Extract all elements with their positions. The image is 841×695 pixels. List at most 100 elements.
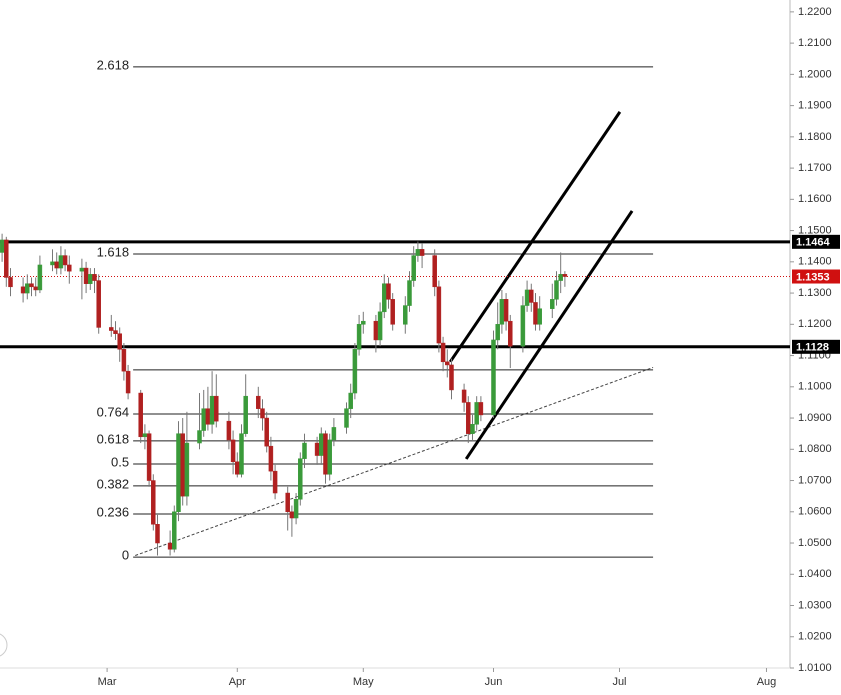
y-tick-label: 1.1400: [798, 256, 832, 268]
candle-body: [508, 320, 513, 347]
candle-body: [390, 299, 395, 325]
candle-body: [214, 395, 219, 422]
candle-body: [323, 433, 328, 475]
x-tick-label: Jun: [485, 676, 503, 688]
y-tick-label: 1.1800: [798, 131, 832, 143]
candle-body: [172, 511, 177, 550]
fib-label: 0.5: [111, 454, 129, 469]
candle-body: [533, 302, 538, 325]
candle-body: [180, 433, 185, 497]
fib-label: 0.382: [97, 476, 130, 491]
candle-body: [155, 524, 160, 544]
candle-body: [440, 342, 446, 363]
candle-body: [419, 249, 425, 256]
candle-body: [466, 402, 471, 434]
candle-body: [109, 327, 114, 331]
candle-body: [117, 333, 122, 350]
y-tick-label: 1.0500: [798, 537, 832, 549]
candle-body: [146, 433, 152, 481]
candle-body: [382, 283, 387, 313]
candle-body: [142, 433, 148, 438]
candle-body: [411, 255, 416, 281]
candle-body: [386, 283, 391, 300]
candle-body: [125, 370, 131, 394]
candle-body: [37, 264, 43, 291]
candle-body: [50, 261, 55, 266]
candle-body: [239, 433, 244, 475]
candle-body: [256, 395, 261, 409]
candle-body: [499, 299, 505, 325]
level-label: 1.1128: [796, 342, 829, 354]
candle-body: [20, 286, 26, 294]
y-tick-label: 1.0400: [798, 568, 832, 580]
candle-body: [289, 511, 295, 519]
candle-body: [151, 480, 156, 525]
candle-body: [474, 402, 479, 425]
candle-body: [226, 420, 232, 441]
x-tick-label: May: [353, 676, 374, 688]
candle-body: [348, 392, 353, 409]
candle-body: [470, 424, 475, 434]
candle-body: [461, 389, 467, 403]
x-tick-label: Aug: [757, 676, 777, 688]
candle-body: [268, 445, 274, 472]
candle-body: [478, 402, 484, 416]
candle-body: [503, 299, 509, 322]
candle-body: [445, 361, 450, 366]
candle-body: [524, 289, 530, 306]
candle-body: [8, 277, 13, 288]
candle-body: [491, 339, 496, 416]
candle-body: [377, 311, 383, 341]
candle-body: [0, 239, 5, 253]
candle-body: [314, 442, 320, 456]
fib-label: 0.236: [97, 504, 130, 519]
y-tick-label: 1.1700: [798, 162, 832, 174]
price-label: 1.1353: [796, 271, 830, 283]
candle-body: [537, 308, 542, 325]
candle-body: [209, 395, 215, 425]
candle-body: [29, 283, 34, 288]
candle-body: [184, 442, 190, 497]
candle-body: [436, 286, 442, 344]
x-tick-label: Jul: [612, 676, 626, 688]
x-tick-label: Apr: [229, 676, 246, 688]
candle-body: [403, 305, 408, 325]
fib-label: 0: [122, 548, 129, 563]
candle-body: [54, 261, 59, 269]
candle-body: [176, 433, 181, 513]
level-box: [792, 339, 840, 354]
y-tick-label: 1.2200: [798, 6, 832, 18]
candle-body: [92, 274, 97, 281]
y-tick-label: 1.0600: [798, 506, 832, 518]
candle-body: [88, 274, 93, 284]
y-tick-label: 1.2100: [798, 37, 832, 49]
candle-body: [520, 305, 526, 347]
candle-body: [415, 249, 421, 256]
candle-body: [373, 320, 379, 341]
level-label: 1.1464: [796, 237, 831, 249]
y-tick-label: 1.0900: [798, 412, 832, 424]
candle-body: [356, 324, 362, 350]
fib-label: 0.764: [97, 404, 130, 419]
y-tick-label: 1.1200: [798, 318, 832, 330]
candle-body: [230, 439, 236, 463]
candle-body: [562, 274, 568, 277]
candle-body: [285, 492, 290, 513]
candle-body: [58, 255, 64, 269]
candle-body: [407, 280, 412, 306]
candle-body: [432, 255, 437, 288]
y-tick-label: 1.2000: [798, 68, 832, 80]
candle-body: [79, 267, 85, 272]
candle-body: [96, 280, 101, 328]
fib-label: 0.618: [97, 431, 130, 446]
y-tick-label: 1.0700: [798, 474, 832, 486]
candle-body: [25, 283, 30, 294]
candle-body: [558, 274, 563, 281]
candle-body: [138, 392, 143, 438]
candle-body: [529, 289, 534, 303]
ui-button[interactable]: [0, 633, 8, 657]
candle-body: [62, 255, 68, 266]
candle-body: [264, 417, 269, 447]
candle-body: [449, 364, 454, 391]
